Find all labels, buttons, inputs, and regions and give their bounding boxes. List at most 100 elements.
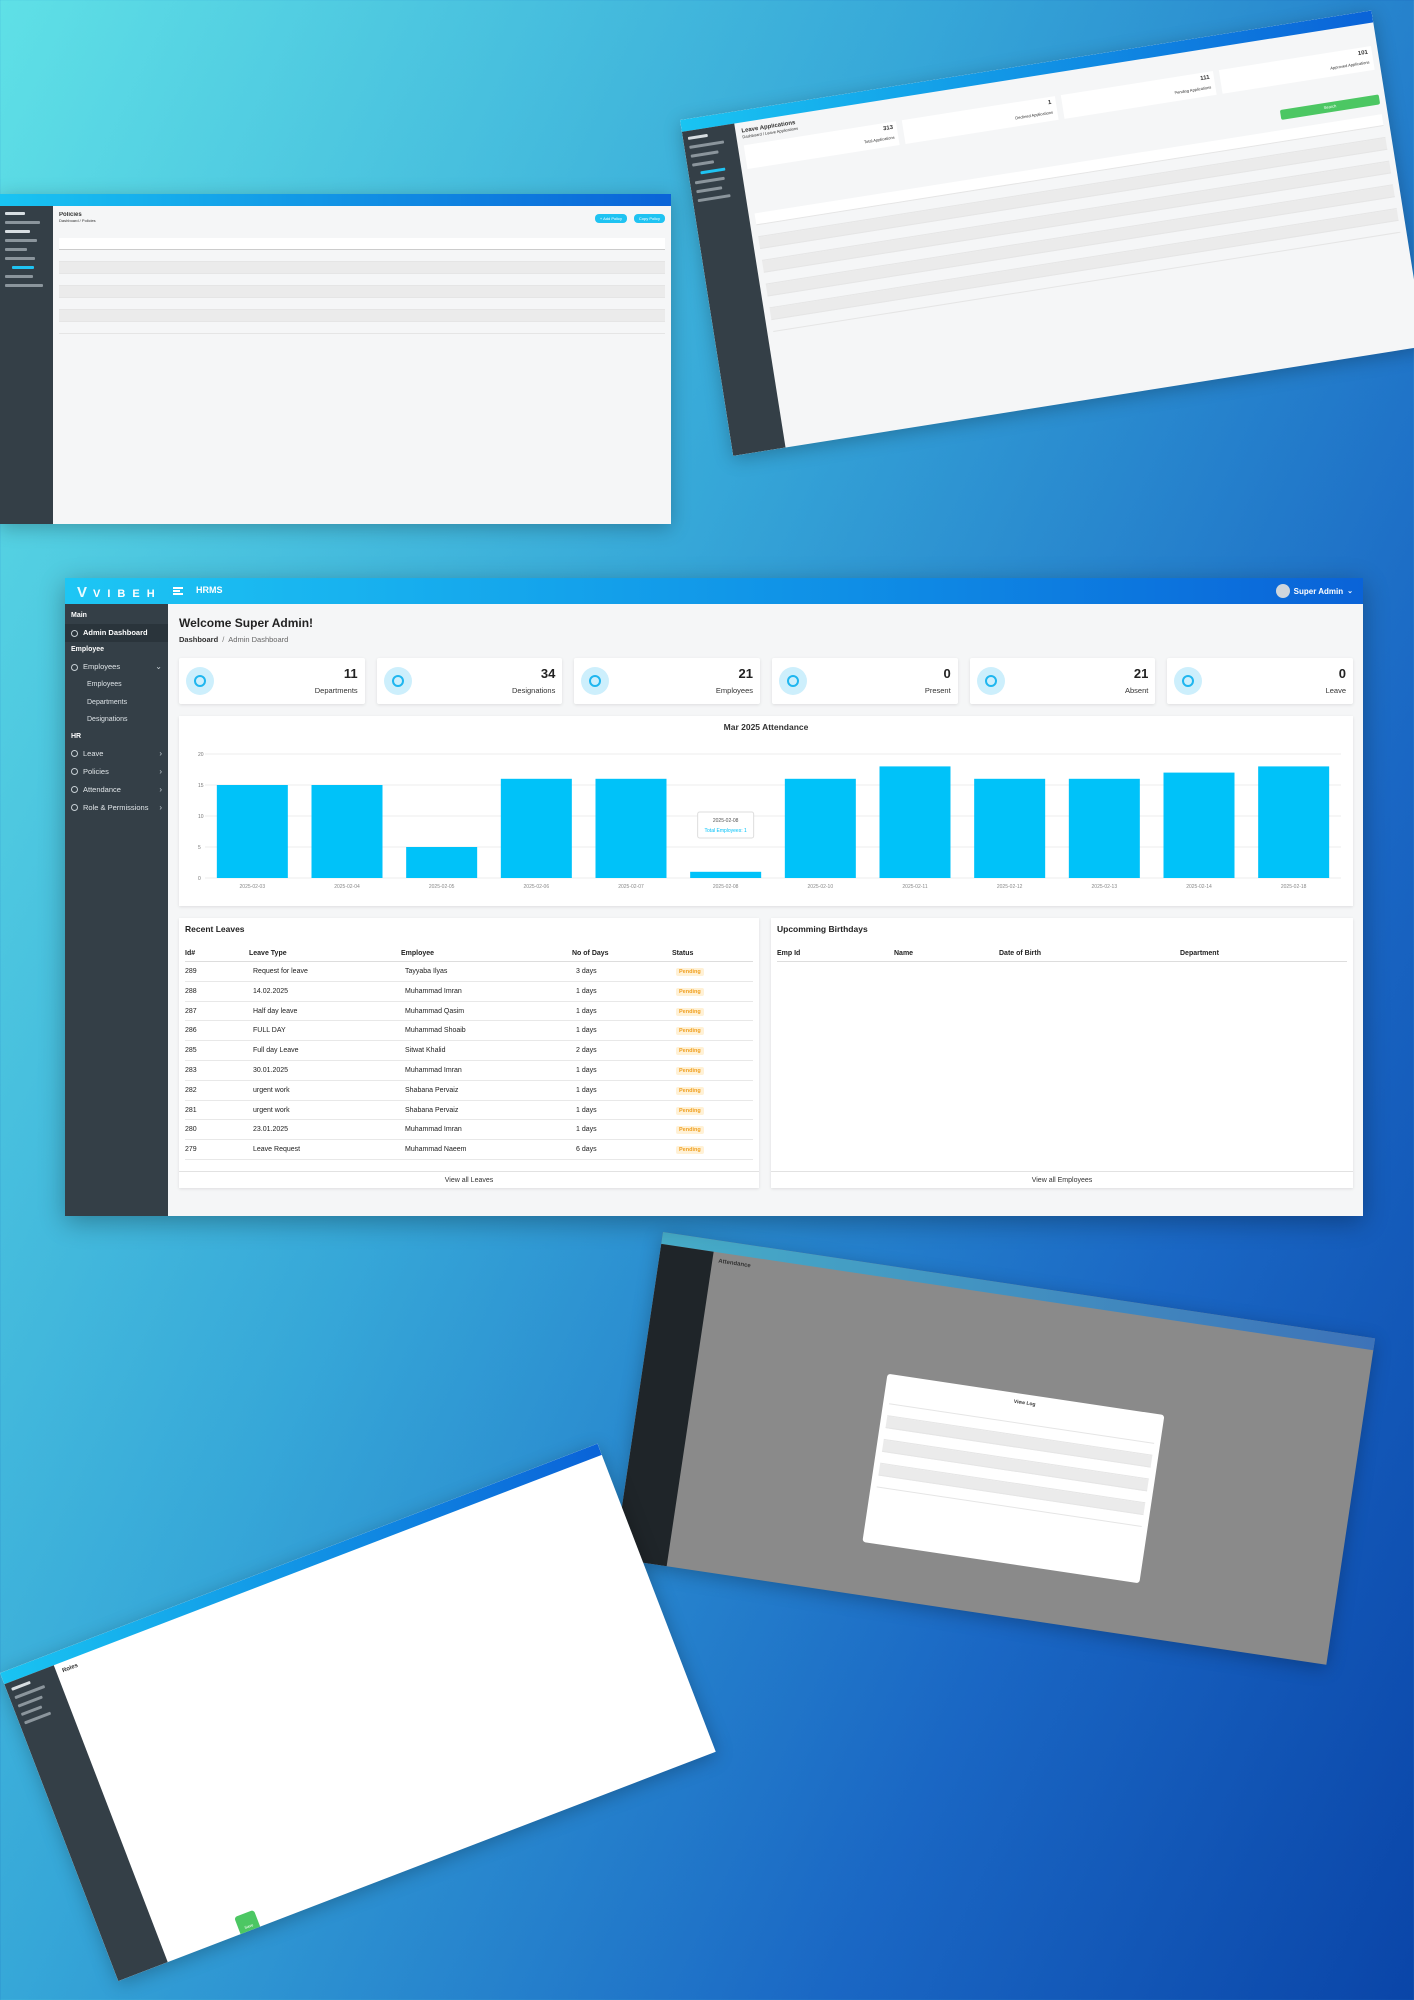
sidebar-item-leave[interactable]: Leave › bbox=[65, 745, 168, 763]
attendance-screenshot: Attendance View Log bbox=[614, 1232, 1376, 1665]
leave-type: 30.01.2025 bbox=[253, 1066, 289, 1074]
x-tick-label: 2025-02-03 bbox=[240, 884, 266, 890]
sidebar-item-role-permissions[interactable]: Role & Permissions › bbox=[65, 799, 168, 817]
sidebar-subitem-employees[interactable]: Employees bbox=[87, 681, 122, 688]
stats-row: 11 Departments 34 Designations 21 Employ… bbox=[179, 658, 1354, 704]
dashboard-icon bbox=[71, 629, 78, 637]
user-icon bbox=[71, 768, 78, 775]
x-tick-label: 2025-02-08 bbox=[713, 884, 739, 890]
add-policy-button[interactable]: + Add Policy bbox=[594, 214, 627, 223]
leave-id: 280 bbox=[185, 1126, 197, 1134]
sidebar-item-policies[interactable]: Policies › bbox=[65, 763, 168, 781]
leave-days: 3 days bbox=[576, 968, 597, 975]
stat-card-present: 0 Present bbox=[772, 658, 958, 704]
chevron-right-icon: › bbox=[159, 748, 162, 758]
leave-days: 1 days bbox=[576, 1106, 597, 1114]
module-title: HRMS bbox=[196, 585, 223, 595]
view-all-leaves-link[interactable]: View all Leaves bbox=[179, 1171, 759, 1188]
status-badge: Pending bbox=[676, 1027, 704, 1036]
sidebar-item-admin-dashboard[interactable]: Admin Dashboard bbox=[65, 624, 168, 642]
leave-apps-breadcrumb: Dashboard / Leave Applications bbox=[742, 125, 799, 140]
chevron-down-icon: ⌄ bbox=[1347, 588, 1353, 595]
main-content: Welcome Super Admin! Dashboard / Admin Das… bbox=[168, 604, 1363, 1216]
bar bbox=[879, 766, 951, 878]
sidebar: Main Admin Dashboard Employee Employees … bbox=[65, 604, 168, 1216]
save-roles-button[interactable]: Save bbox=[234, 1909, 262, 1938]
sidebar-section-hr: HR bbox=[71, 732, 82, 740]
page-title: Welcome Super Admin! bbox=[179, 616, 314, 630]
chevron-right-icon: › bbox=[159, 766, 162, 776]
stat-card-departments: 11 Departments bbox=[179, 658, 365, 704]
leave-id: 288 bbox=[185, 987, 197, 995]
leave-type: Full day Leave bbox=[253, 1047, 299, 1055]
leave-id: 285 bbox=[185, 1047, 197, 1055]
designations-icon bbox=[383, 667, 412, 695]
leave-icon bbox=[1174, 667, 1203, 695]
table-row: 285 Full day Leave Sitwat Khalid 2 days Pend… bbox=[185, 1041, 753, 1061]
y-tick-label: 10 bbox=[198, 814, 204, 820]
y-tick-label: 0 bbox=[198, 876, 201, 882]
breadcrumb: Dashboard / Admin Dashboard bbox=[179, 635, 289, 644]
status-badge: Pending bbox=[676, 1106, 704, 1115]
y-tick-label: 20 bbox=[198, 752, 204, 758]
avatar bbox=[1275, 584, 1290, 598]
status-badge: Pending bbox=[676, 1086, 704, 1095]
x-tick-label: 2025-02-04 bbox=[334, 884, 360, 890]
bar bbox=[1258, 766, 1330, 878]
leave-employee: Shabana Pervaiz bbox=[405, 1106, 459, 1114]
bar bbox=[690, 871, 762, 878]
leave-employee: Muhammad Imran bbox=[405, 987, 462, 995]
y-tick-label: 15 bbox=[198, 783, 204, 789]
breadcrumb-current: Admin Dashboard bbox=[228, 635, 289, 644]
chevron-right-icon: › bbox=[159, 802, 162, 812]
bar bbox=[1068, 778, 1140, 878]
x-tick-label: 2025-02-07 bbox=[618, 884, 644, 890]
leave-type: Half day leave bbox=[253, 1007, 298, 1015]
status-badge: Pending bbox=[676, 968, 704, 976]
stat-card-designations: 34 Designations bbox=[376, 658, 563, 704]
leave-applications-screenshot: Leave Applications Dashboard / Leave App… bbox=[680, 10, 1414, 456]
recent-leaves-table: 289 Request for leave Tayyaba Ilyas 3 days P… bbox=[185, 962, 753, 1160]
leave-type: urgent work bbox=[253, 1086, 290, 1094]
status-badge: Pending bbox=[676, 1066, 704, 1075]
leave-employee: Muhammad Qasim bbox=[405, 1007, 465, 1015]
hamburger-menu-icon[interactable] bbox=[173, 587, 183, 595]
leave-days: 1 days bbox=[576, 1126, 597, 1134]
bar bbox=[595, 778, 667, 878]
user-menu[interactable]: Super Admin ⌄ bbox=[1275, 584, 1353, 598]
leave-days: 1 days bbox=[576, 1066, 597, 1074]
table-row: 287 Half day leave Muhammad Qasim 1 days Pen… bbox=[185, 1002, 753, 1022]
leave-employee: Muhammad Shoaib bbox=[405, 1027, 466, 1035]
user-icon bbox=[71, 663, 78, 671]
view-all-employees-link[interactable]: View all Employees bbox=[771, 1171, 1353, 1188]
policies-table bbox=[59, 238, 665, 334]
breadcrumb-dashboard[interactable]: Dashboard bbox=[179, 635, 219, 644]
sidebar-subitem-departments[interactable]: Departments bbox=[87, 698, 128, 706]
leave-employee: Tayyaba Ilyas bbox=[405, 968, 448, 975]
copy-policy-button[interactable]: Copy Policy bbox=[633, 214, 665, 223]
attendance-content: Attendance View Log bbox=[667, 1252, 1374, 1665]
bar bbox=[216, 785, 288, 878]
leave-type: 14.02.2025 bbox=[253, 987, 289, 995]
sidebar-item-employees[interactable]: Employees ⌄ bbox=[65, 658, 168, 676]
sidebar-section-main: Main bbox=[71, 612, 87, 619]
roles-title: Roles bbox=[61, 1662, 79, 1675]
bar bbox=[406, 847, 478, 878]
leave-days: 1 days bbox=[576, 1086, 597, 1094]
leave-type: urgent work bbox=[253, 1106, 290, 1114]
bar bbox=[784, 778, 856, 878]
logo[interactable]: V VIBEH bbox=[77, 584, 162, 601]
leave-type: 23.01.2025 bbox=[253, 1126, 289, 1134]
user-icon bbox=[71, 804, 78, 811]
attendance-bar-chart: 0 5 10 15 20 2025-02-03 2025-02-04 2025-02-05 20… bbox=[198, 752, 1341, 890]
tooltip-value: Total Employees: 1 bbox=[705, 828, 747, 834]
chart-title: Mar 2025 Attendance bbox=[723, 722, 809, 732]
status-badge: Pending bbox=[676, 987, 704, 996]
table-row: 282 urgent work Shabana Pervaiz 1 days Pendi… bbox=[185, 1081, 753, 1101]
stat-card-employees: 21 Employees bbox=[574, 658, 761, 704]
sidebar-item-attendance[interactable]: Attendance › bbox=[65, 781, 168, 799]
leave-apps-content: Leave Applications Dashboard / Leave App… bbox=[734, 22, 1414, 447]
leave-days: 1 days bbox=[576, 1007, 597, 1015]
sidebar-subitem-designations[interactable]: Designations bbox=[87, 716, 128, 723]
roles-screenshot: Roles Save bbox=[0, 1443, 716, 1982]
